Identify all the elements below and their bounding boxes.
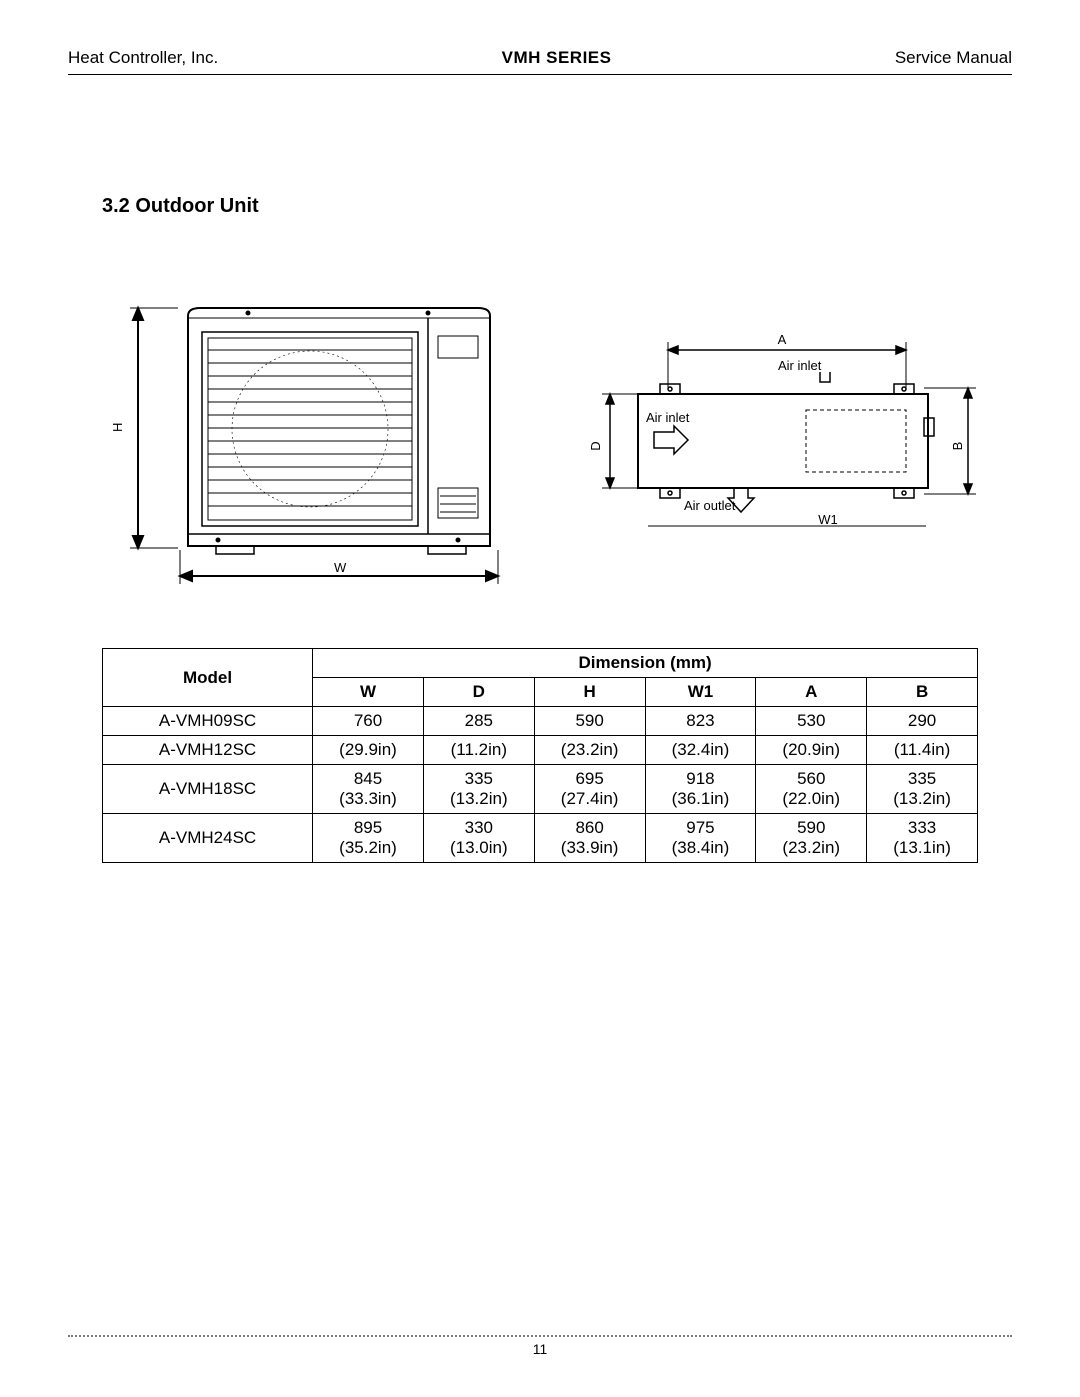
table-cell: 895(35.2in) [313,814,424,863]
label-air-inlet-left: Air inlet [646,410,690,425]
diagrams-row: H W [108,288,1012,588]
th-col: A [756,678,867,707]
table-cell: (11.2in) [423,736,534,765]
page-header: Heat Controller, Inc. VMH SERIES Service… [68,48,1012,75]
table-cell: 530 [756,707,867,736]
th-col: H [534,678,645,707]
table-cell: 285 [423,707,534,736]
diagram-front: H W [108,288,508,588]
label-w: W [334,560,347,575]
table-cell: (29.9in) [313,736,424,765]
table-cell: 760 [313,707,424,736]
table-cell: 335(13.2in) [867,765,978,814]
table-cell: (23.2in) [534,736,645,765]
table-cell: 333(13.1in) [867,814,978,863]
table-body: A-VMH09SC760285590823530290A-VMH12SC(29.… [103,707,978,863]
table-cell: 918(36.1in) [645,765,756,814]
footer-divider [68,1335,1012,1337]
table-cell: 845(33.3in) [313,765,424,814]
table-cell: 975(38.4in) [645,814,756,863]
table-cell: A-VMH12SC [103,736,313,765]
table-cell: 590(23.2in) [756,814,867,863]
table-cell: 290 [867,707,978,736]
th-dimension: Dimension (mm) [313,649,978,678]
dimension-table: Model Dimension (mm) W D H W1 A B A-VMH0… [102,648,978,863]
th-col: D [423,678,534,707]
section-title: 3.2 Outdoor Unit [102,195,1012,218]
table-cell: 330(13.0in) [423,814,534,863]
table-cell: 560(22.0in) [756,765,867,814]
header-right: Service Manual [895,48,1012,68]
page: Heat Controller, Inc. VMH SERIES Service… [0,0,1080,1397]
header-left: Heat Controller, Inc. [68,48,218,68]
th-col: W [313,678,424,707]
label-a: A [778,332,787,347]
table-cell: A-VMH24SC [103,814,313,863]
table-cell: A-VMH09SC [103,707,313,736]
table-cell: 335(13.2in) [423,765,534,814]
label-h: H [110,423,125,432]
label-air-outlet: Air outlet [684,498,736,513]
label-air-inlet-top: Air inlet [778,358,822,373]
table-row: A-VMH18SC845(33.3in)335(13.2in)695(27.4i… [103,765,978,814]
label-d: D [588,441,603,450]
label-b: B [950,442,965,451]
table-cell: (11.4in) [867,736,978,765]
th-model: Model [103,649,313,707]
table-row: A-VMH12SC(29.9in)(11.2in)(23.2in)(32.4in… [103,736,978,765]
table-cell: 695(27.4in) [534,765,645,814]
table-row: A-VMH24SC895(35.2in)330(13.0in)860(33.9i… [103,814,978,863]
th-col: B [867,678,978,707]
diagram-top: A D B W1 Air inlet Air inlet Air outlet [568,328,988,548]
table-row: A-VMH09SC760285590823530290 [103,707,978,736]
dimension-table-wrap: Model Dimension (mm) W D H W1 A B A-VMH0… [102,648,978,863]
table-cell: 590 [534,707,645,736]
header-center: VMH SERIES [502,48,612,68]
table-cell: 860(33.9in) [534,814,645,863]
table-cell: (20.9in) [756,736,867,765]
table-cell: A-VMH18SC [103,765,313,814]
page-footer: 11 [68,1335,1012,1357]
label-w1: W1 [818,512,838,527]
table-cell: (32.4in) [645,736,756,765]
table-cell: 823 [645,707,756,736]
th-col: W1 [645,678,756,707]
page-number: 11 [68,1341,1012,1357]
